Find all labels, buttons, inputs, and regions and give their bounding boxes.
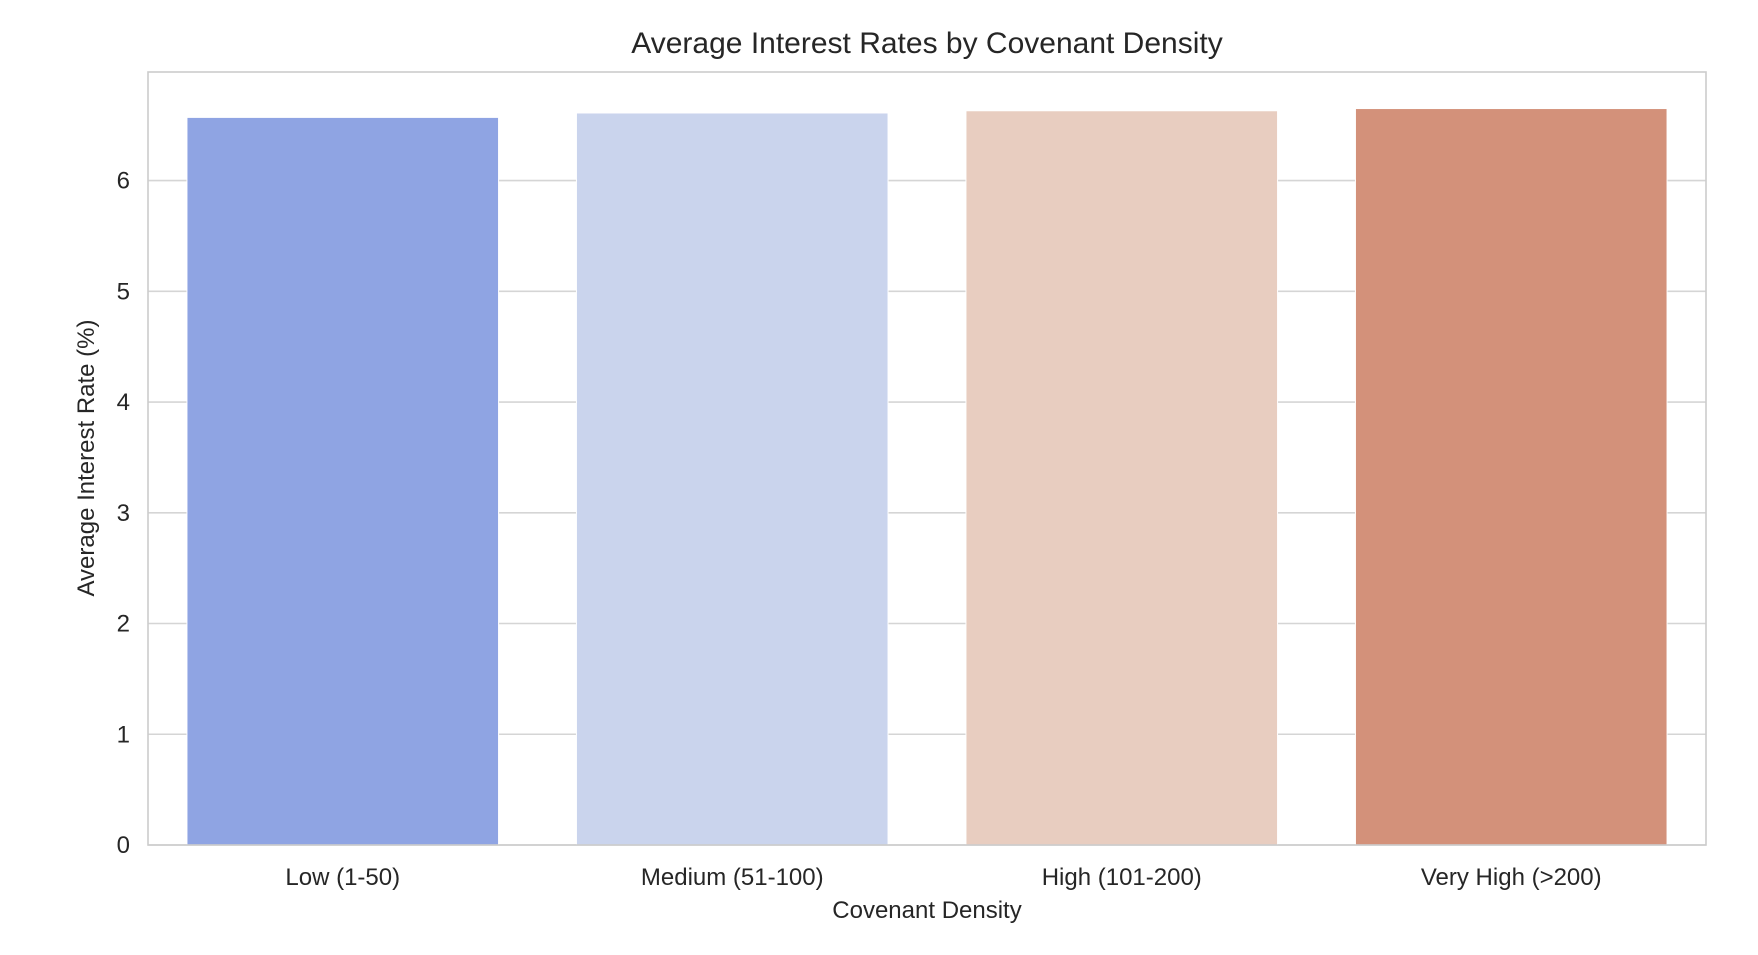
y-axis-ticks: 0 1 2 3 4 5 6 bbox=[117, 168, 130, 859]
x-tick-label: Low (1-50) bbox=[285, 864, 400, 891]
bar bbox=[575, 112, 889, 846]
y-tick-label: 1 bbox=[117, 721, 130, 748]
y-axis-label: Average Interest Rate (%) bbox=[73, 319, 100, 596]
y-tick-label: 0 bbox=[117, 832, 130, 859]
y-tick-label: 4 bbox=[117, 389, 130, 416]
y-tick-label: 6 bbox=[117, 168, 130, 195]
plot-frame bbox=[147, 71, 1707, 846]
y-tick-label: 3 bbox=[117, 500, 130, 527]
x-axis-ticks: Low (1-50) Medium (51-100) High (101-200) V… bbox=[285, 864, 1601, 891]
x-tick-label: Very High (>200) bbox=[1421, 864, 1602, 891]
bars bbox=[186, 108, 1668, 846]
y-tick-label: 2 bbox=[117, 611, 130, 638]
bar bbox=[186, 116, 500, 846]
chart-title: Average Interest Rates by Covenant Densi… bbox=[631, 27, 1222, 60]
x-tick-label: Medium (51-100) bbox=[641, 864, 824, 891]
x-axis-label: Covenant Density bbox=[832, 897, 1021, 924]
bar bbox=[1354, 108, 1668, 846]
y-tick-label: 5 bbox=[117, 278, 130, 305]
x-tick-label: High (101-200) bbox=[1042, 864, 1202, 891]
bar bbox=[965, 110, 1279, 846]
